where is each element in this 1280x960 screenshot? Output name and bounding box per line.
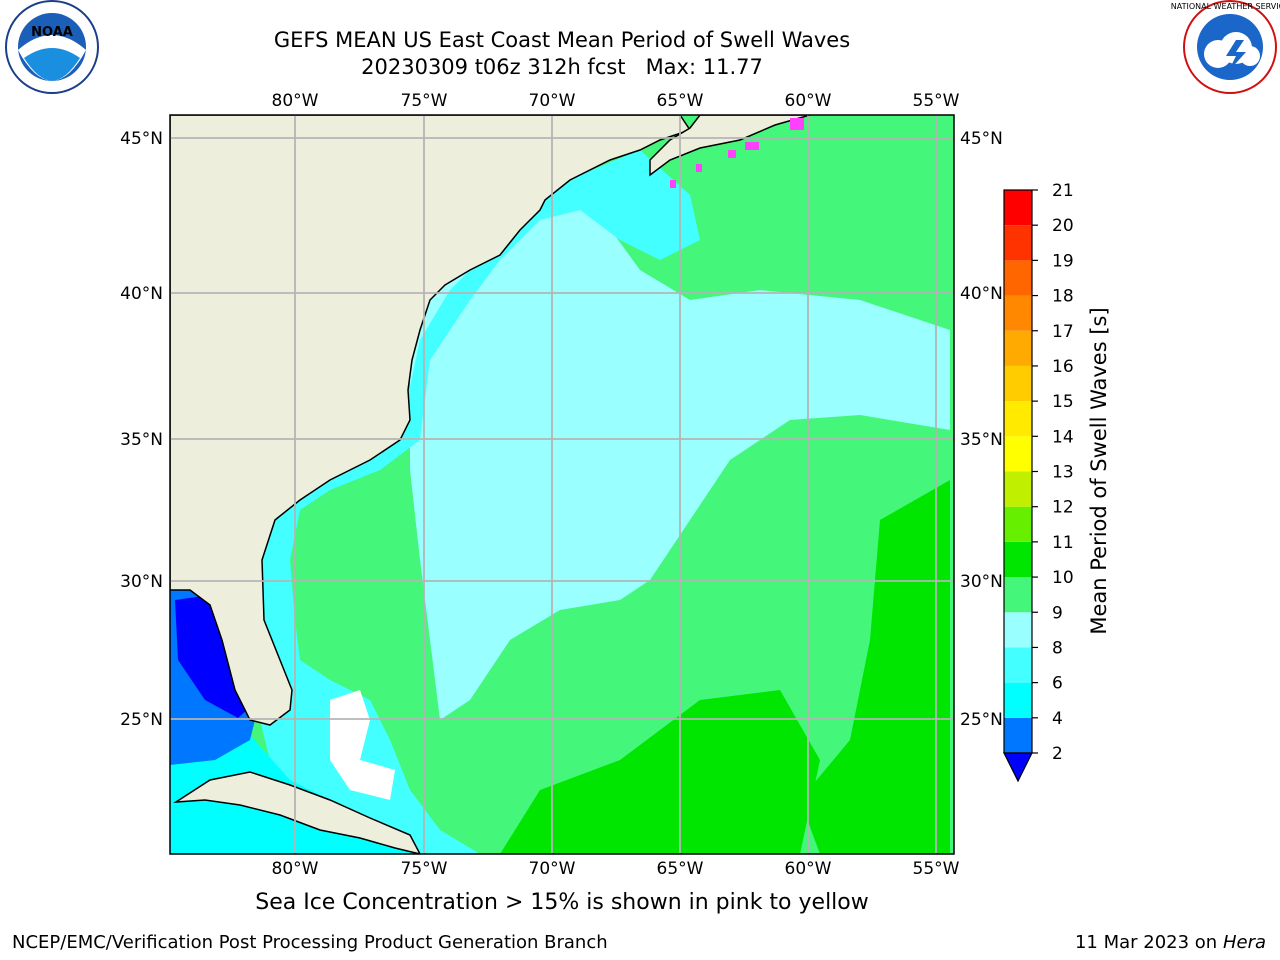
date-text: 11 Mar 2023 on — [1074, 932, 1218, 953]
land-east-coast — [170, 115, 692, 726]
chart-title-line2: 20230309 t06z 312h fcst Max: 11.77 — [361, 55, 763, 79]
lat-label-right: 30°N — [960, 572, 1003, 592]
lat-label-left: 35°N — [120, 430, 163, 450]
colorbar-segment — [1004, 401, 1032, 437]
noaa-logo: NOAA — [5, 0, 99, 94]
colorbar-tick-label: 9 — [1052, 603, 1063, 623]
lat-label-left: 45°N — [120, 129, 163, 149]
colorbar-tick-label: 11 — [1052, 533, 1074, 553]
colorbar-segment — [1004, 436, 1032, 472]
map-frame — [169, 114, 955, 855]
colorbar-tick-label: 12 — [1052, 498, 1074, 518]
colorbar-segment — [1004, 365, 1032, 402]
land-nova-scotia — [649, 115, 811, 177]
colorbar-segment — [1004, 647, 1032, 683]
lat-label-right: 45°N — [960, 129, 1003, 149]
lat-label-right: 35°N — [960, 430, 1003, 450]
swell-region-10-11-south — [500, 690, 820, 854]
land-cuba — [173, 771, 421, 854]
lon-label-top: 55°W — [913, 91, 960, 111]
colorbar-segment — [1004, 506, 1032, 542]
lon-label-bottom: 60°W — [785, 859, 832, 879]
lon-label-bottom: 70°W — [529, 859, 576, 879]
colorbar-segment — [1004, 330, 1032, 366]
bahamas-banks — [330, 690, 395, 800]
colorbar: 2 4 6 8 9 10 11 12 13 14 15 16 17 18 19 20 21 — [1003, 181, 1074, 783]
lon-label-bottom: 65°W — [657, 859, 704, 879]
chart-title-line1: GEFS MEAN US East Coast Mean Period of S… — [273, 28, 851, 52]
colorbar-tick-label: 2 — [1052, 744, 1063, 764]
colorbar-tick-label: 13 — [1052, 463, 1074, 483]
lon-label-bottom: 80°W — [272, 859, 319, 879]
colorbar-tick-label: 4 — [1052, 709, 1063, 729]
lat-label-left: 40°N — [120, 284, 163, 304]
colorbar-segment — [1004, 471, 1032, 507]
map-area — [170, 115, 954, 854]
colorbar-segment — [1004, 190, 1032, 226]
credit-text: NCEP/EMC/Verification Post Processing Pr… — [12, 932, 608, 953]
colorbar-segment — [1004, 577, 1032, 613]
noaa-text: NOAA — [31, 25, 73, 40]
host-text: Hera — [1222, 932, 1266, 953]
colorbar-tick-label: 15 — [1052, 392, 1074, 412]
lon-label-top: 65°W — [657, 91, 704, 111]
date-stamp: 11 Mar 2023 on Hera — [1075, 932, 1266, 953]
colorbar-tick-label: 10 — [1052, 568, 1074, 588]
colorbar-segment — [1004, 295, 1032, 331]
colorbar-segment — [1004, 612, 1032, 648]
lat-label-left: 30°N — [120, 572, 163, 592]
swell-region-10-11-east — [800, 480, 950, 854]
nws-ring-text: NATIONAL WEATHER SERVICE — [1171, 2, 1280, 11]
lat-label-left: 25°N — [120, 710, 163, 730]
axis-labels: 80°W 80°W 75°W 75°W 70°W 70°W 65°W 65°W 60°W 60°W… — [120, 91, 1003, 879]
nws-logo: NATIONAL WEATHER SERVICE — [1171, 0, 1280, 94]
colorbar-segment — [1004, 260, 1032, 296]
lat-label-right: 25°N — [960, 710, 1003, 730]
colorbar-segment — [1004, 541, 1032, 578]
sea-ice-patches — [670, 118, 804, 188]
colorbar-tick-label: 20 — [1052, 216, 1074, 236]
colorbar-tick-label: 17 — [1052, 322, 1074, 342]
colorbar-tick-label: 19 — [1052, 251, 1074, 271]
lon-label-bottom: 75°W — [401, 859, 448, 879]
sea-ice-note: Sea Ice Concentration > 15% is shown in … — [255, 890, 869, 915]
lon-label-top: 80°W — [272, 91, 319, 111]
colorbar-tick-label: 8 — [1052, 638, 1063, 658]
swell-region-6-8 — [258, 150, 700, 854]
colorbar-tick-label: 16 — [1052, 357, 1074, 377]
lat-label-right: 40°N — [960, 284, 1003, 304]
colorbar-segment — [1004, 225, 1032, 261]
colorbar-tick-label: 21 — [1052, 181, 1074, 201]
colorbar-tick-label: 14 — [1052, 427, 1074, 447]
lon-label-top: 75°W — [401, 91, 448, 111]
gridlines — [170, 115, 954, 854]
colorbar-tick-label: 18 — [1052, 287, 1074, 307]
lon-label-top: 70°W — [529, 91, 576, 111]
colorbar-label: Mean Period of Swell Waves [s] — [1087, 307, 1111, 634]
colorbar-tick-label: 6 — [1052, 674, 1063, 694]
colorbar-segment — [1004, 717, 1032, 753]
lon-label-top: 60°W — [785, 91, 832, 111]
colorbar-extend-arrow — [1003, 752, 1033, 783]
colorbar-segment — [1004, 682, 1032, 718]
lon-label-bottom: 55°W — [913, 859, 960, 879]
